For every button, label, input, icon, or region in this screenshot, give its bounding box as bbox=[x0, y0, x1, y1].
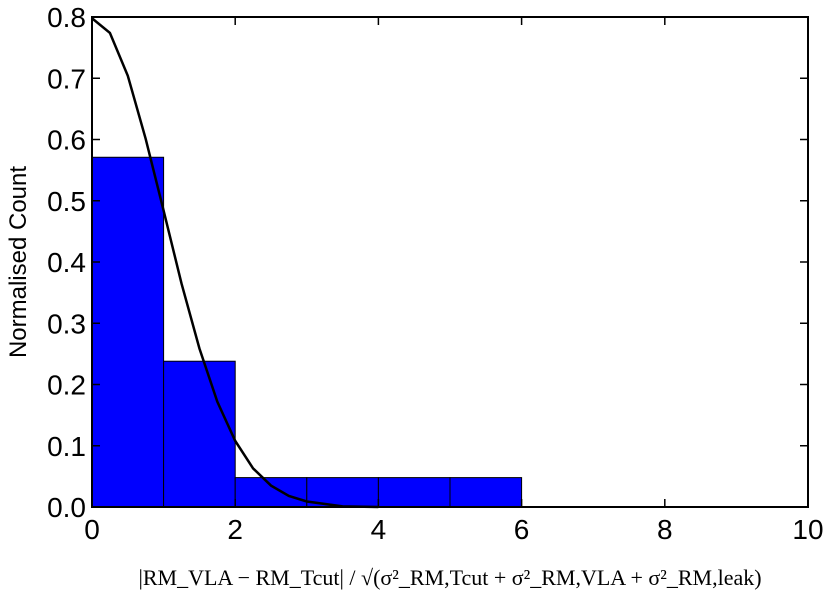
y-tick-label: 0.7 bbox=[47, 63, 86, 94]
y-tick-label: 0.8 bbox=[47, 2, 86, 33]
x-tick-label: 6 bbox=[514, 514, 530, 545]
y-tick-label: 0.4 bbox=[47, 247, 86, 278]
y-tick-label: 0.3 bbox=[47, 308, 86, 339]
y-tick-label: 0.6 bbox=[47, 125, 86, 156]
curve bbox=[91, 17, 379, 509]
x-tick-label: 4 bbox=[371, 514, 387, 545]
y-tick-label: 0.2 bbox=[47, 370, 86, 401]
x-axis-label: |RM_VLA − RM_Tcut| / √(σ²_RM,Tcut + σ²_R… bbox=[138, 565, 761, 590]
bar bbox=[91, 156, 165, 508]
bar bbox=[449, 477, 523, 508]
y-tick-label: 0.1 bbox=[47, 431, 86, 462]
bar bbox=[234, 477, 308, 508]
bar bbox=[163, 360, 236, 508]
x-tick-label: 10 bbox=[792, 514, 823, 545]
y-tick-label: 0.0 bbox=[47, 492, 86, 523]
x-tick-label: 0 bbox=[84, 514, 100, 545]
y-axis-label: Normalised Count bbox=[5, 166, 32, 358]
bar bbox=[377, 477, 451, 508]
y-tick-label: 0.5 bbox=[47, 186, 86, 217]
x-tick-label: 2 bbox=[227, 514, 243, 545]
x-tick-label: 8 bbox=[657, 514, 673, 545]
